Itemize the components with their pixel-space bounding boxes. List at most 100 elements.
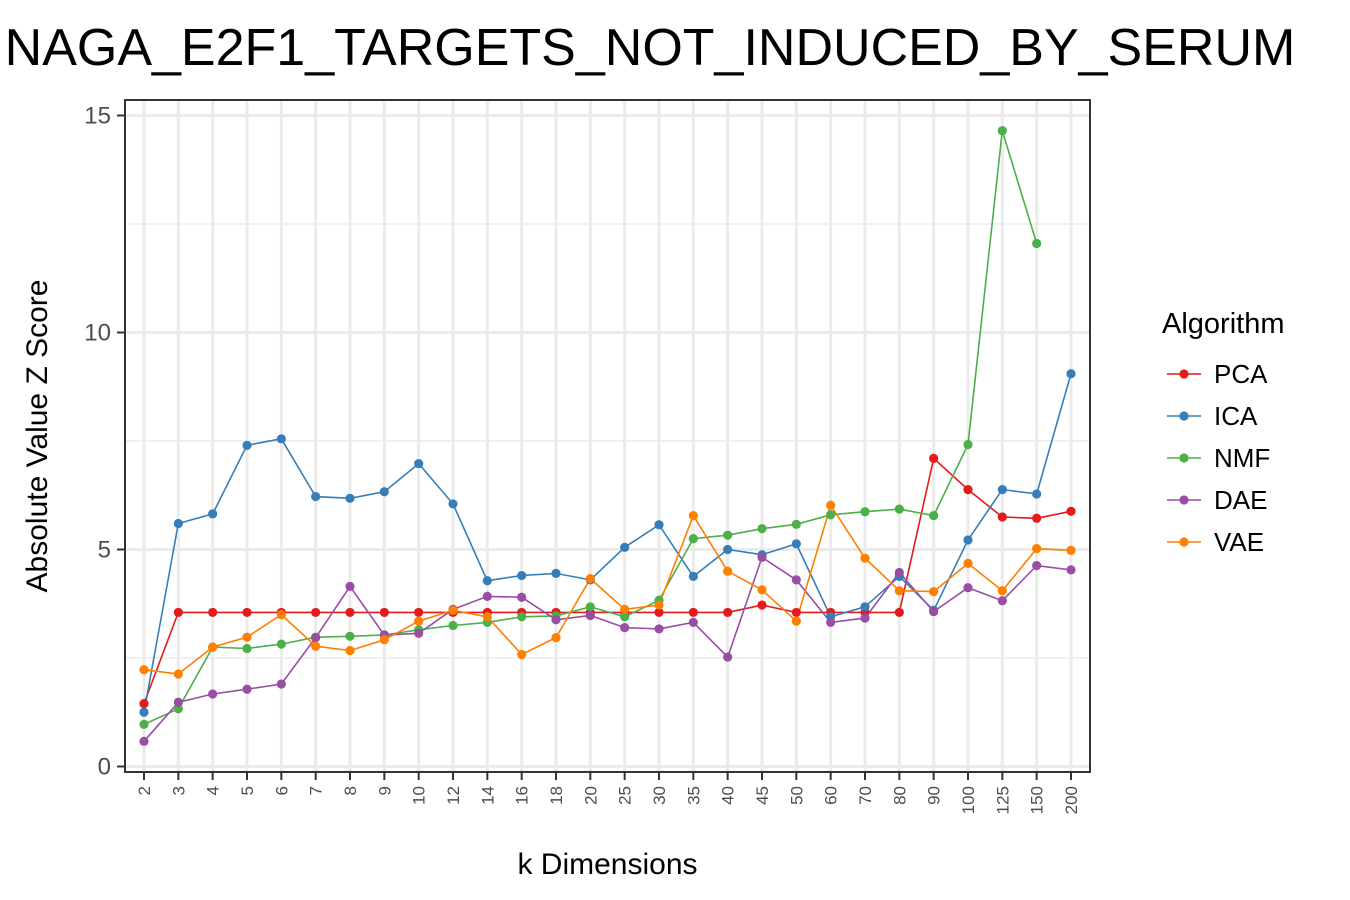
dae-point bbox=[585, 610, 595, 621]
nmf-point bbox=[1032, 238, 1042, 249]
nmf-point bbox=[517, 612, 527, 622]
dae-point bbox=[963, 583, 973, 593]
pca-point bbox=[963, 485, 973, 495]
nmf-point bbox=[688, 534, 698, 544]
legend-key-point bbox=[1179, 369, 1189, 379]
y-tick-label: 0 bbox=[98, 754, 111, 781]
ica-series-line bbox=[143, 373, 1072, 713]
pca-point bbox=[723, 607, 733, 618]
vae-point bbox=[826, 500, 836, 510]
pca-point bbox=[757, 600, 767, 610]
vae-point bbox=[173, 669, 183, 679]
dae-point bbox=[1066, 565, 1076, 575]
dae-point bbox=[654, 624, 664, 634]
x-tick-label: 12 bbox=[444, 786, 463, 805]
x-tick-label: 125 bbox=[993, 786, 1012, 814]
vae-point bbox=[276, 610, 286, 620]
ica-point bbox=[311, 491, 321, 502]
x-tick-label: 7 bbox=[307, 786, 326, 795]
x-tick-label: 5 bbox=[238, 786, 257, 795]
dae-point bbox=[894, 567, 904, 578]
x-tick-label: 200 bbox=[1062, 786, 1081, 814]
dae-series-line bbox=[143, 556, 1072, 742]
nmf-point bbox=[997, 126, 1007, 136]
pca-point bbox=[242, 607, 252, 618]
pca-point bbox=[894, 607, 904, 618]
dae-point bbox=[311, 633, 321, 643]
x-tick-label: 10 bbox=[410, 786, 429, 805]
y-tick-label: 5 bbox=[98, 537, 111, 564]
legend-item-vae: VAE bbox=[1167, 527, 1264, 557]
legend-item-ica: ICA bbox=[1167, 401, 1258, 431]
vae-point bbox=[688, 511, 698, 521]
nmf-point bbox=[585, 602, 595, 612]
pca-point bbox=[345, 607, 355, 618]
vae-point bbox=[791, 616, 801, 626]
dae-point bbox=[791, 575, 801, 585]
dae-point bbox=[276, 679, 286, 689]
x-tick-label: 100 bbox=[959, 786, 978, 814]
legend-item-pca: PCA bbox=[1167, 359, 1268, 389]
vae-point bbox=[242, 632, 252, 642]
legend-key-point bbox=[1179, 495, 1189, 505]
dae-point bbox=[208, 689, 218, 699]
nmf-point bbox=[448, 620, 458, 631]
nmf-point bbox=[173, 704, 183, 714]
pca-point bbox=[1032, 513, 1042, 523]
pca-point bbox=[139, 698, 149, 709]
ica-point bbox=[276, 434, 286, 444]
vae-point bbox=[311, 641, 321, 651]
ica-point bbox=[791, 539, 801, 549]
nmf-point bbox=[929, 511, 939, 521]
x-tick-label: 8 bbox=[341, 786, 360, 795]
vae-point bbox=[860, 553, 870, 563]
ica-point bbox=[139, 707, 149, 717]
legend-label: PCA bbox=[1214, 359, 1268, 389]
x-tick-label: 9 bbox=[375, 786, 394, 795]
nmf-point bbox=[345, 631, 355, 641]
vae-point bbox=[1032, 544, 1042, 554]
legend-key-point bbox=[1179, 453, 1189, 463]
ica-point bbox=[654, 520, 664, 530]
ica-point bbox=[345, 493, 355, 503]
chart-title: NAGA_E2F1_TARGETS_NOT_INDUCED_BY_SERUM bbox=[5, 19, 1296, 77]
x-tick-label: 30 bbox=[650, 786, 669, 805]
legend-label: NMF bbox=[1214, 443, 1270, 473]
pca-point bbox=[414, 607, 424, 618]
vae-point bbox=[894, 586, 904, 596]
ica-point bbox=[1066, 369, 1076, 379]
nmf-point bbox=[723, 530, 733, 540]
legend-label: DAE bbox=[1214, 485, 1267, 515]
legend-title: Algorithm bbox=[1162, 308, 1285, 340]
x-tick-label: 60 bbox=[822, 786, 841, 805]
dae-point bbox=[242, 684, 252, 694]
nmf-point bbox=[757, 524, 767, 534]
ica-point bbox=[723, 544, 733, 555]
x-tick-label: 2 bbox=[135, 786, 154, 795]
y-tick-label: 10 bbox=[84, 320, 111, 347]
x-tick-label: 35 bbox=[684, 786, 703, 805]
legend-label: VAE bbox=[1214, 527, 1264, 557]
vae-point bbox=[517, 649, 527, 660]
x-tick-label: 4 bbox=[204, 786, 223, 795]
vae-point bbox=[585, 573, 595, 584]
legend-label: ICA bbox=[1214, 401, 1258, 431]
vae-point bbox=[997, 586, 1007, 596]
dae-point bbox=[173, 697, 183, 707]
pca-point bbox=[791, 607, 801, 618]
vae-point bbox=[448, 605, 458, 615]
pca-point bbox=[208, 607, 218, 618]
y-tick-label: 15 bbox=[84, 103, 111, 130]
vae-point bbox=[208, 642, 218, 652]
legend-items: PCA ICA NMF DAE VAE bbox=[1167, 359, 1270, 557]
ica-point bbox=[1032, 489, 1042, 499]
x-tick-label: 25 bbox=[616, 786, 635, 805]
x-tick-label: 3 bbox=[169, 786, 188, 795]
nmf-point bbox=[276, 639, 286, 649]
x-tick-label: 80 bbox=[890, 786, 909, 805]
nmf-point bbox=[963, 439, 973, 450]
x-tick-label: 40 bbox=[719, 786, 738, 805]
vae-point bbox=[1066, 545, 1076, 555]
x-tick-label: 50 bbox=[787, 786, 806, 805]
